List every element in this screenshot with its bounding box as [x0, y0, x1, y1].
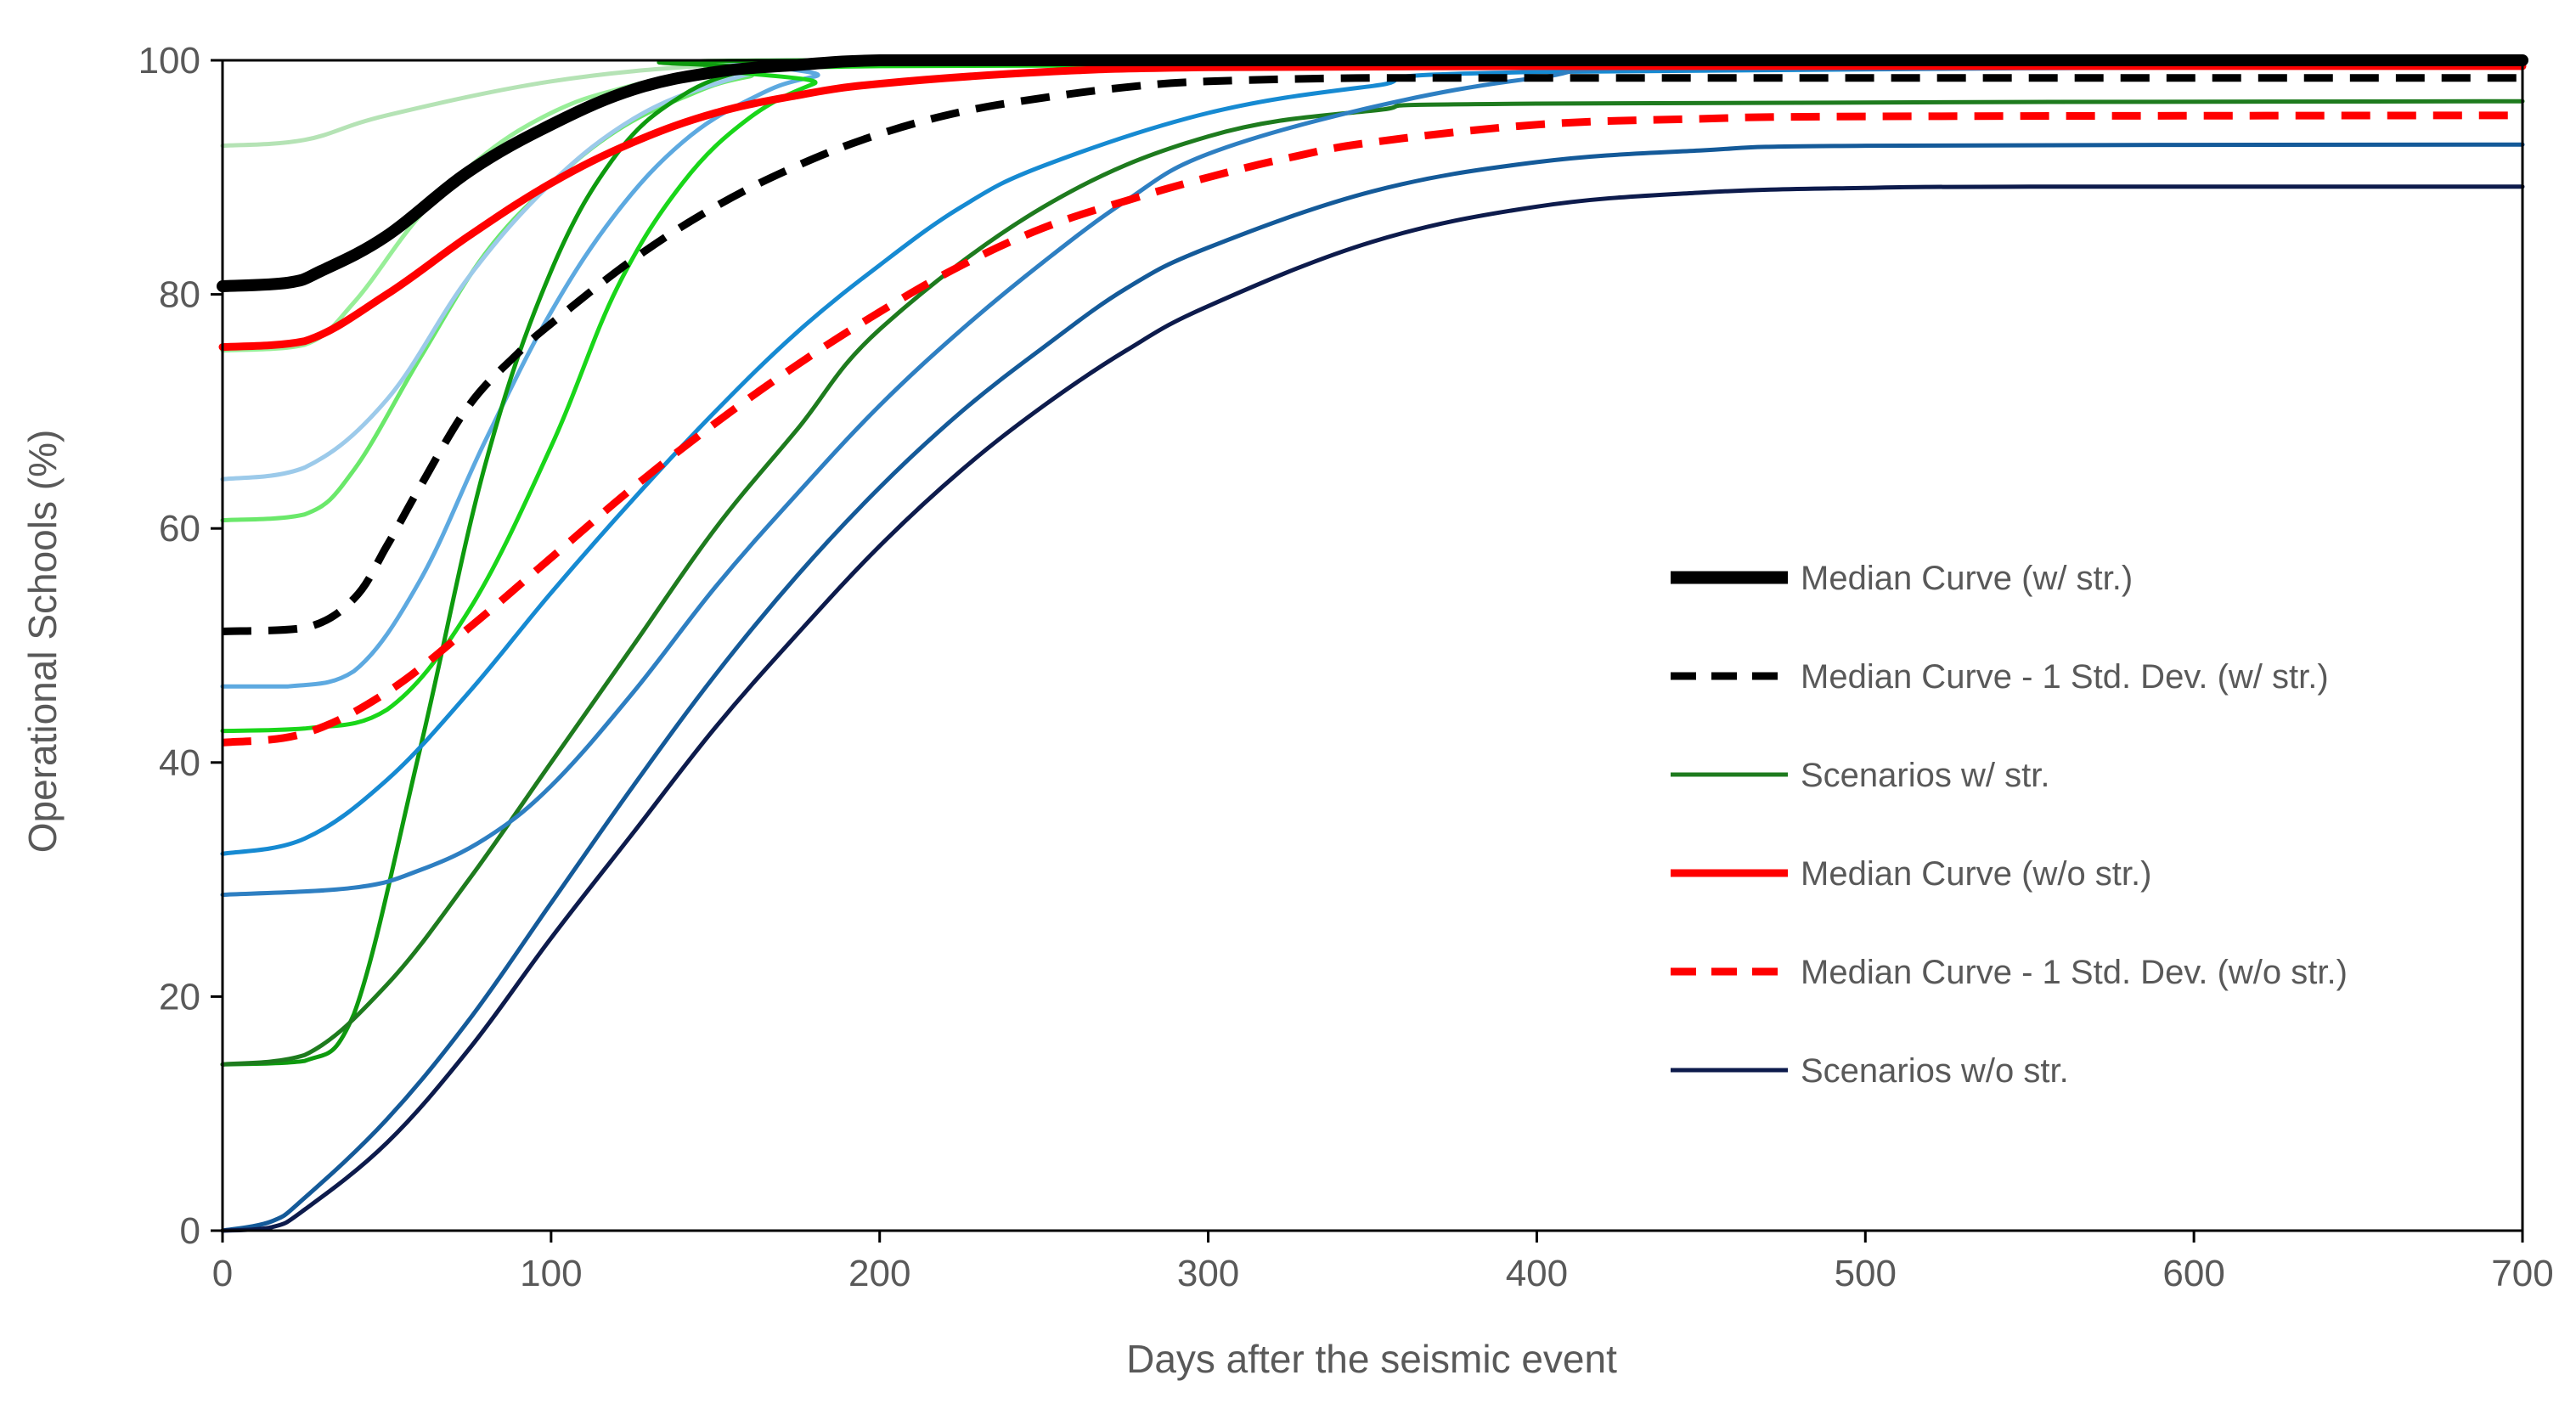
y-axis-ticks: 0 20 40 60 80 100 — [138, 40, 223, 1252]
legend-label: Median Curve (w/ str.) — [1801, 560, 2133, 597]
series-group — [217, 54, 2528, 1233]
y-tick-label: 0 — [180, 1210, 200, 1252]
y-axis-title: Operational Schools (%) — [20, 430, 65, 854]
x-tick-label: 500 — [1835, 1253, 1897, 1294]
series-line-11 — [220, 184, 2525, 1233]
plot-background — [223, 60, 2522, 1231]
y-tick-label: 40 — [159, 742, 200, 784]
legend-label: Scenarios w/ str. — [1801, 757, 2049, 794]
x-tick-label: 0 — [212, 1253, 233, 1294]
series-line-13 — [222, 74, 2522, 635]
x-tick-label: 600 — [2162, 1253, 2224, 1294]
x-axis-ticks: 0 100 200 300 400 500 600 700 — [212, 1231, 2554, 1294]
x-tick-label: 300 — [1177, 1253, 1239, 1294]
y-tick-label: 80 — [159, 274, 200, 316]
x-tick-label: 200 — [848, 1253, 910, 1294]
series-line-7 — [220, 99, 2525, 1067]
legend-label: Scenarios w/o str. — [1801, 1052, 2069, 1090]
plot-area — [223, 60, 2522, 1231]
x-tick-label: 700 — [2491, 1253, 2553, 1294]
x-tick-label: 100 — [520, 1253, 582, 1294]
x-tick-label: 400 — [1506, 1253, 1568, 1294]
y-tick-label: 60 — [159, 508, 200, 550]
series-line-12 — [222, 111, 2523, 747]
y-tick-label: 100 — [138, 40, 200, 82]
legend: Median Curve (w/ str.) Median Curve - 1 S… — [1671, 560, 2348, 1090]
legend-label: Median Curve - 1 Std. Dev. (w/ str.) — [1801, 658, 2329, 696]
legend-label: Median Curve - 1 Std. Dev. (w/o str.) — [1801, 954, 2348, 991]
legend-label: Median Curve (w/o str.) — [1801, 855, 2151, 893]
series-line-10 — [220, 142, 2525, 1233]
y-tick-label: 20 — [159, 976, 200, 1017]
series-line-8 — [220, 64, 2525, 856]
x-axis-title: Days after the seismic event — [1126, 1337, 1617, 1381]
axes — [221, 59, 2524, 1232]
